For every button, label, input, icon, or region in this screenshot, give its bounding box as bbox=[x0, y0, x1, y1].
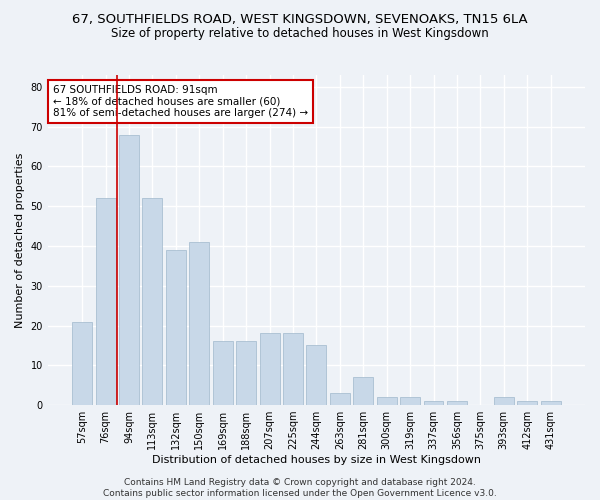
Bar bbox=[95, 198, 116, 405]
Bar bbox=[377, 397, 397, 405]
Bar bbox=[541, 401, 560, 405]
Bar bbox=[353, 377, 373, 405]
Bar bbox=[119, 134, 139, 405]
Bar bbox=[213, 342, 233, 405]
Bar bbox=[517, 401, 537, 405]
Bar bbox=[260, 334, 280, 405]
Bar bbox=[190, 242, 209, 405]
Bar bbox=[283, 334, 303, 405]
Bar bbox=[424, 401, 443, 405]
Bar bbox=[494, 397, 514, 405]
Text: 67 SOUTHFIELDS ROAD: 91sqm
← 18% of detached houses are smaller (60)
81% of semi: 67 SOUTHFIELDS ROAD: 91sqm ← 18% of deta… bbox=[53, 85, 308, 118]
Text: 67, SOUTHFIELDS ROAD, WEST KINGSDOWN, SEVENOAKS, TN15 6LA: 67, SOUTHFIELDS ROAD, WEST KINGSDOWN, SE… bbox=[72, 12, 528, 26]
Text: Size of property relative to detached houses in West Kingsdown: Size of property relative to detached ho… bbox=[111, 28, 489, 40]
Bar bbox=[400, 397, 420, 405]
X-axis label: Distribution of detached houses by size in West Kingsdown: Distribution of detached houses by size … bbox=[152, 455, 481, 465]
Bar bbox=[447, 401, 467, 405]
Bar bbox=[236, 342, 256, 405]
Bar bbox=[142, 198, 163, 405]
Bar bbox=[72, 322, 92, 405]
Bar bbox=[330, 393, 350, 405]
Bar bbox=[307, 346, 326, 405]
Y-axis label: Number of detached properties: Number of detached properties bbox=[15, 152, 25, 328]
Text: Contains HM Land Registry data © Crown copyright and database right 2024.
Contai: Contains HM Land Registry data © Crown c… bbox=[103, 478, 497, 498]
Bar bbox=[166, 250, 186, 405]
